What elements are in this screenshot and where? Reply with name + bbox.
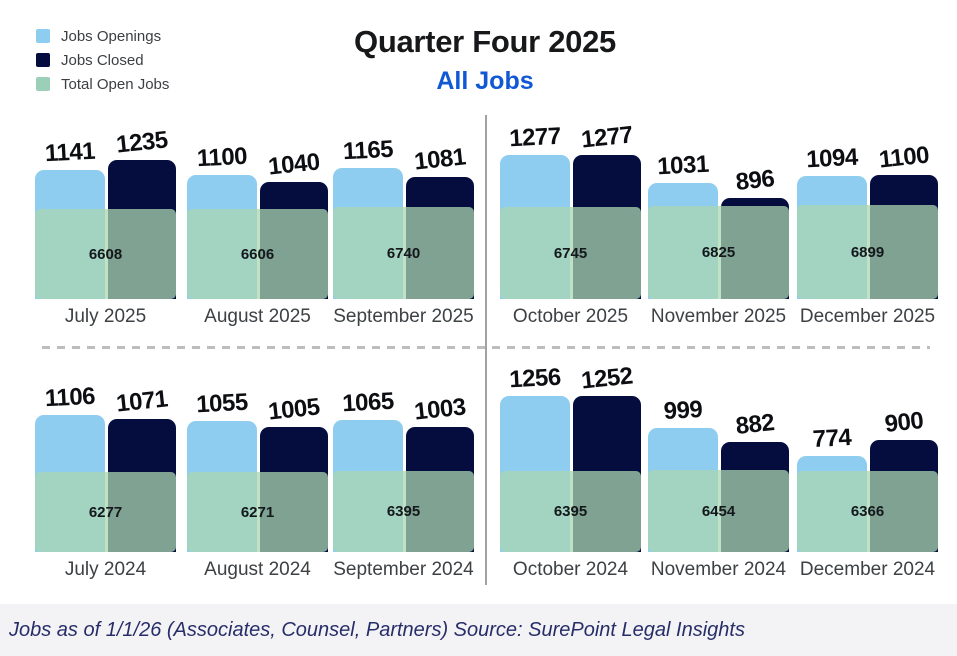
jobs-openings-value: 1100 [196, 142, 248, 173]
month-label: December 2024 [799, 559, 936, 580]
month-group: 774 900 6366 December 2024 [797, 367, 938, 580]
chart-legend: Jobs Openings Jobs Closed Total Open Job… [36, 24, 169, 96]
jobs-openings-value: 1256 [508, 363, 562, 394]
month-label: September 2025 [333, 306, 474, 327]
quarter-divider-line [485, 115, 487, 585]
total-open-jobs-value: 6825 [701, 244, 736, 261]
month-label: November 2024 [650, 559, 787, 580]
jobs-openings-value: 1277 [508, 122, 562, 153]
jobs-openings-value: 1106 [44, 382, 96, 413]
total-open-jobs-value: 6395 [553, 503, 588, 520]
month-label: September 2024 [333, 559, 474, 580]
chart-subtitle: All Jobs [436, 67, 534, 95]
month-label: July 2025 [64, 306, 147, 327]
legend-item-jobs-openings[interactable]: Jobs Openings [36, 24, 169, 48]
total-open-jobs-overlay[interactable]: 6606 [187, 209, 328, 299]
chart-row-2025: 1141 1235 6608 July 2025 1100 1040 6606 August … [0, 114, 957, 327]
legend-item-total-open-jobs[interactable]: Total Open Jobs [36, 72, 169, 96]
jobs-openings-value: 1055 [195, 388, 249, 419]
total-open-jobs-value: 6899 [850, 243, 885, 261]
month-label: November 2025 [650, 306, 787, 327]
footer-caption-band: Jobs as of 1/1/26 (Associates, Counsel, … [0, 604, 957, 656]
jobs-closed-value: 1071 [114, 385, 169, 418]
total-open-jobs-overlay[interactable]: 6608 [35, 209, 176, 299]
total-open-jobs-overlay[interactable]: 6277 [35, 472, 176, 552]
month-label: August 2024 [204, 559, 311, 580]
jobs-openings-value: 1165 [342, 135, 394, 166]
jobs-closed-value: 896 [734, 165, 776, 196]
total-open-jobs-overlay[interactable]: 6740 [333, 207, 474, 299]
legend-label: Jobs Openings [61, 27, 162, 45]
jobs-closed-value: 1081 [412, 143, 467, 176]
jobs-closed-value: 1003 [412, 393, 467, 426]
total-open-jobs-value: 6454 [701, 502, 736, 520]
month-group: 1094 1100 6899 December 2025 [797, 114, 938, 327]
month-label: October 2025 [512, 306, 629, 327]
month-group: 1055 1005 6271 August 2024 [187, 367, 328, 580]
month-group: 999 882 6454 November 2024 [648, 367, 789, 580]
chart-row-2024: 1106 1071 6277 July 2024 1055 1005 6271 August … [0, 362, 957, 580]
total-open-jobs-value: 6277 [88, 503, 123, 521]
jobs-openings-swatch-icon [36, 29, 50, 43]
jobs-openings-value: 1141 [44, 137, 96, 168]
total-open-jobs-value: 6606 [240, 245, 275, 263]
legend-label: Jobs Closed [61, 51, 144, 69]
month-label: July 2024 [64, 559, 147, 580]
jobs-closed-value: 1005 [266, 393, 321, 426]
year-divider-dashed-line [42, 346, 930, 349]
jobs-closed-swatch-icon [36, 53, 50, 67]
month-group: 1277 1277 6745 October 2025 [500, 114, 641, 327]
jobs-closed-value: 1252 [579, 362, 634, 395]
jobs-closed-value: 1277 [579, 121, 634, 154]
legend-item-jobs-closed[interactable]: Jobs Closed [36, 48, 169, 72]
total-open-jobs-overlay[interactable]: 6271 [187, 472, 328, 552]
month-group: 1165 1081 6740 September 2025 [333, 114, 474, 327]
month-label: August 2025 [204, 306, 311, 327]
jobs-closed-value: 900 [883, 407, 925, 438]
total-open-jobs-value: 6740 [386, 244, 421, 262]
jobs-closed-value: 1235 [114, 126, 169, 159]
jobs-openings-value: 1031 [656, 150, 710, 181]
chart-title: Quarter Four 2025 [354, 24, 616, 59]
total-open-jobs-value: 6395 [386, 503, 421, 520]
total-open-jobs-overlay[interactable]: 6899 [797, 205, 938, 299]
month-label: October 2024 [512, 559, 629, 580]
total-open-jobs-value: 6366 [850, 503, 885, 520]
total-open-jobs-overlay[interactable]: 6366 [797, 471, 938, 552]
total-open-jobs-value: 6608 [88, 245, 123, 263]
total-open-jobs-value: 6271 [240, 503, 275, 521]
month-group: 1065 1003 6395 September 2024 [333, 367, 474, 580]
month-group: 1031 896 6825 November 2025 [648, 114, 789, 327]
month-group: 1141 1235 6608 July 2025 [35, 114, 176, 327]
month-group: 1256 1252 6395 October 2024 [500, 362, 641, 580]
month-label: December 2025 [799, 306, 936, 327]
total-open-jobs-overlay[interactable]: 6395 [333, 471, 474, 552]
jobs-openings-value: 999 [663, 396, 703, 425]
jobs-openings-value: 1065 [341, 387, 395, 418]
total-open-jobs-overlay[interactable]: 6395 [500, 471, 641, 552]
month-group: 1106 1071 6277 July 2024 [35, 367, 176, 580]
total-open-jobs-value: 6745 [553, 244, 588, 262]
jobs-openings-value: 1094 [805, 143, 859, 174]
total-open-jobs-overlay[interactable]: 6454 [648, 470, 789, 552]
total-open-jobs-overlay[interactable]: 6825 [648, 206, 789, 299]
source-caption: Jobs as of 1/1/26 (Associates, Counsel, … [9, 618, 745, 641]
total-open-jobs-overlay[interactable]: 6745 [500, 207, 641, 299]
month-group: 1100 1040 6606 August 2025 [187, 114, 328, 327]
jobs-closed-value: 882 [734, 409, 776, 440]
legend-label: Total Open Jobs [61, 75, 170, 93]
total-open-jobs-swatch-icon [36, 77, 50, 91]
jobs-openings-value: 774 [812, 424, 852, 453]
jobs-closed-value: 1040 [266, 148, 321, 181]
jobs-closed-value: 1100 [877, 141, 931, 174]
